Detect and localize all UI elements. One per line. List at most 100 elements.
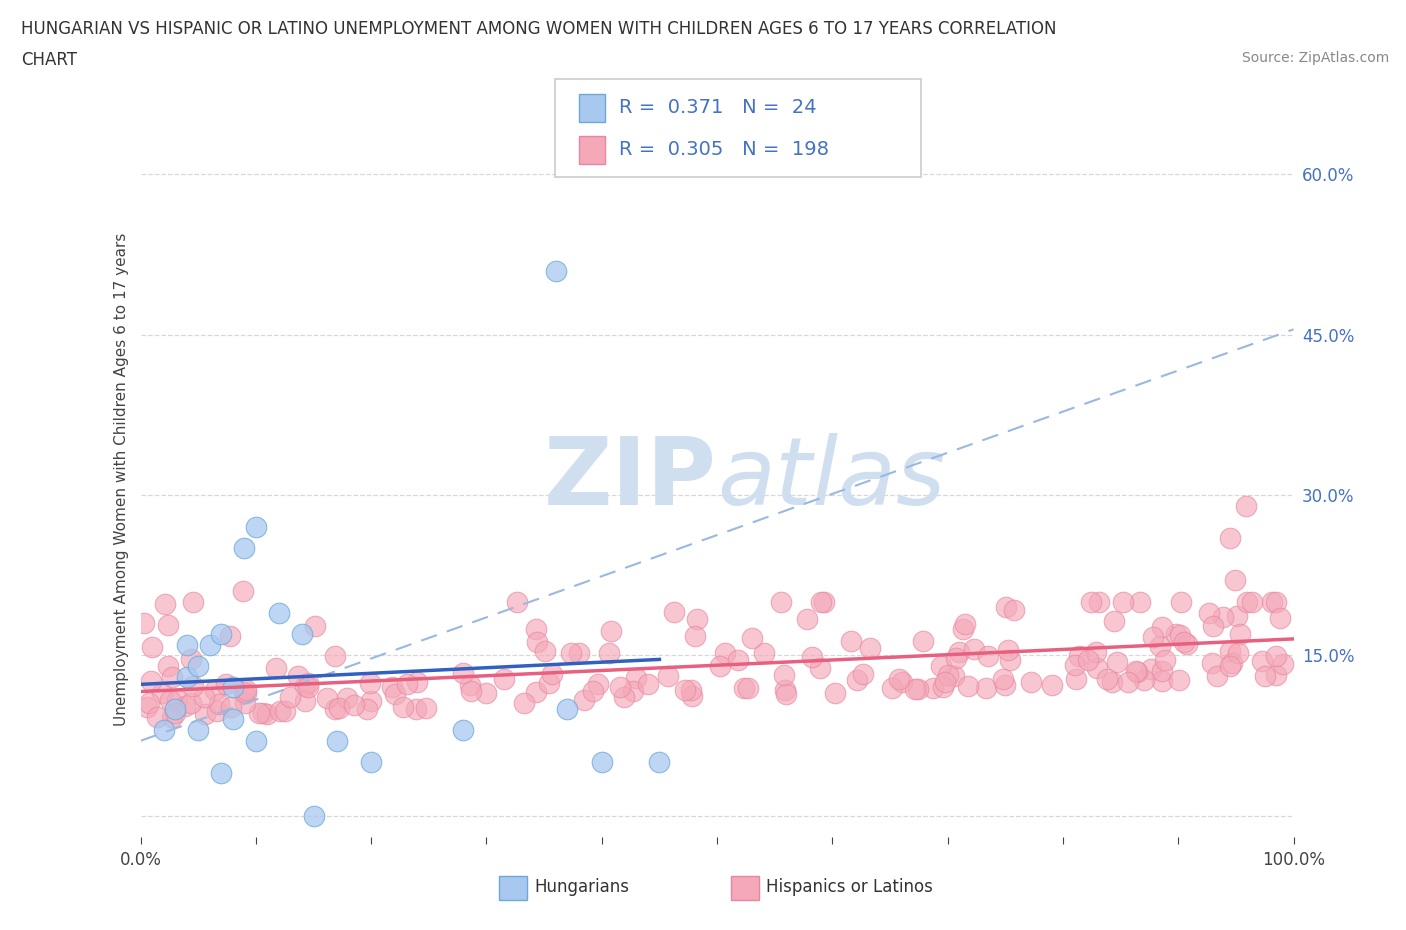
Text: R =  0.305   N =  198: R = 0.305 N = 198 xyxy=(619,140,828,159)
Point xyxy=(773,668,796,683)
Point xyxy=(494,672,516,687)
Point xyxy=(934,674,956,689)
Point xyxy=(294,693,316,708)
Point xyxy=(931,680,953,695)
Point xyxy=(405,701,427,716)
Point xyxy=(945,651,967,666)
Point xyxy=(752,645,775,660)
Point xyxy=(626,670,648,684)
Point xyxy=(770,594,793,609)
Point xyxy=(1152,663,1174,678)
Point xyxy=(586,676,609,691)
Point xyxy=(912,633,935,648)
Point xyxy=(1202,618,1225,633)
Point xyxy=(541,667,564,682)
Point xyxy=(673,683,696,698)
Point xyxy=(384,687,406,702)
Point xyxy=(1265,594,1288,609)
Text: Hungarians: Hungarians xyxy=(534,878,630,897)
Point xyxy=(1150,673,1173,688)
Point xyxy=(773,683,796,698)
Point xyxy=(890,675,912,690)
Point xyxy=(405,675,427,690)
Point xyxy=(1220,655,1243,670)
Point xyxy=(392,699,415,714)
Text: Hispanics or Latinos: Hispanics or Latinos xyxy=(766,878,934,897)
Point xyxy=(165,705,187,720)
Point xyxy=(621,684,644,698)
Point xyxy=(273,704,295,719)
Point xyxy=(1254,669,1277,684)
Point xyxy=(1152,620,1174,635)
Point xyxy=(1264,668,1286,683)
Point xyxy=(453,666,475,681)
Point xyxy=(181,678,204,693)
Point xyxy=(609,680,631,695)
Point xyxy=(415,700,437,715)
Point xyxy=(907,682,929,697)
Point xyxy=(302,808,325,823)
Point xyxy=(315,690,337,705)
Point xyxy=(209,627,232,642)
Point xyxy=(1116,674,1139,689)
Point xyxy=(269,703,291,718)
Point xyxy=(294,678,316,693)
Point xyxy=(952,621,974,636)
Point xyxy=(956,679,979,694)
Point xyxy=(512,696,534,711)
Point xyxy=(1097,671,1119,686)
Point xyxy=(943,669,966,684)
Point xyxy=(994,600,1017,615)
Point xyxy=(304,618,326,633)
Point xyxy=(613,690,636,705)
Point xyxy=(880,681,903,696)
Point xyxy=(991,671,1014,686)
Point xyxy=(1170,595,1192,610)
Point xyxy=(141,640,163,655)
Point xyxy=(180,652,202,667)
Point xyxy=(180,696,202,711)
Point xyxy=(360,755,382,770)
Point xyxy=(810,594,832,609)
Point xyxy=(997,643,1019,658)
Point xyxy=(233,541,256,556)
Point xyxy=(1088,594,1111,609)
Point xyxy=(599,623,621,638)
Point xyxy=(291,627,314,642)
Point xyxy=(235,683,257,698)
Point xyxy=(193,690,215,705)
Point xyxy=(1107,655,1129,670)
Point xyxy=(1133,672,1156,687)
Point xyxy=(544,263,567,278)
Point xyxy=(1271,657,1294,671)
Point xyxy=(662,604,685,619)
Point xyxy=(648,755,671,770)
Point xyxy=(209,765,232,780)
Point xyxy=(1205,669,1227,684)
Text: CHART: CHART xyxy=(21,51,77,69)
Point xyxy=(796,612,818,627)
Point xyxy=(1125,665,1147,680)
Point xyxy=(1219,644,1241,659)
Point xyxy=(887,671,910,686)
Point xyxy=(222,680,245,695)
Point xyxy=(235,685,257,700)
Point xyxy=(929,659,952,674)
Point xyxy=(1139,662,1161,677)
Point xyxy=(221,699,243,714)
Text: HUNGARIAN VS HISPANIC OR LATINO UNEMPLOYMENT AMONG WOMEN WITH CHILDREN AGES 6 TO: HUNGARIAN VS HISPANIC OR LATINO UNEMPLOY… xyxy=(21,20,1056,38)
Point xyxy=(1264,648,1286,663)
Point xyxy=(1173,634,1195,649)
Point xyxy=(560,645,582,660)
Point xyxy=(176,670,198,684)
Point xyxy=(977,648,1000,663)
Point xyxy=(160,670,183,684)
Point xyxy=(727,653,749,668)
Point xyxy=(1223,573,1246,588)
Point xyxy=(328,700,350,715)
Point xyxy=(524,684,547,699)
Point xyxy=(1084,644,1107,659)
Point xyxy=(1198,605,1220,620)
Point xyxy=(936,668,959,683)
Point xyxy=(1226,645,1249,660)
